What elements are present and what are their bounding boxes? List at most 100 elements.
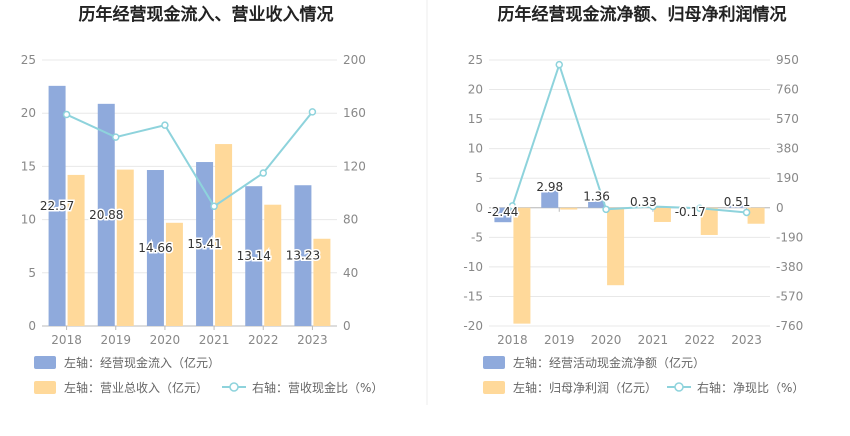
bar-primary-2019 [97, 103, 115, 327]
ratio-point-2019 [555, 60, 563, 69]
data-label: 0.51 [724, 195, 751, 209]
bar-secondary-2023 [313, 238, 331, 326]
ratio-line [511, 61, 747, 214]
x-axis-tick: 2018 [497, 333, 528, 347]
right-axis-tick: 160 [343, 106, 366, 120]
bar-primary-2019 [541, 190, 559, 208]
bar-primary-2023 [294, 185, 312, 326]
left-axis-tick: 15 [21, 159, 36, 173]
legend-swatch [483, 356, 505, 369]
left-axis-tick: 5 [475, 171, 483, 185]
ratio-point-2020 [602, 205, 610, 214]
left-axis-tick: 0 [28, 319, 36, 333]
legend-marker [674, 382, 684, 392]
chart-title: 历年经营现金流净额、归母净利润情况 [498, 4, 787, 25]
right-axis-tick: 200 [343, 53, 366, 67]
x-axis-tick: 2023 [731, 333, 762, 347]
bar-secondary-2018 [513, 207, 531, 324]
bar-primary-2021 [196, 162, 214, 326]
right-axis-tick: 760 [776, 83, 799, 97]
bar-secondary-2023 [747, 207, 765, 224]
legend-label: 左轴：营业总收入（亿元） [64, 380, 208, 395]
right-axis-tick: -190 [776, 230, 803, 244]
x-axis-tick: 2019 [544, 333, 575, 347]
bar-secondary-2020 [165, 222, 183, 326]
x-axis-tick: 2019 [100, 333, 131, 347]
ratio-point-2023 [742, 208, 751, 217]
data-label: 2.98 [536, 180, 563, 194]
right-axis-tick: 950 [776, 53, 799, 67]
ratio-point-2018 [62, 110, 71, 119]
legend-swatch [34, 356, 56, 369]
left-axis-tick: 10 [21, 213, 36, 227]
right-axis-tick: 0 [776, 201, 784, 215]
x-axis-tick: 2020 [591, 333, 622, 347]
data-label: 14.66 [138, 241, 172, 255]
left-axis-tick: 10 [468, 142, 483, 156]
legend-label: 右轴：净现比（%） [697, 380, 804, 395]
data-label: 15.41 [187, 237, 221, 251]
bar-secondary-2022 [264, 204, 282, 326]
legend-label: 左轴：经营现金流入（亿元） [64, 355, 220, 370]
x-axis-tick: 2021 [638, 333, 669, 347]
left-axis-tick: 5 [28, 266, 36, 280]
bar-secondary-2018 [67, 174, 85, 326]
ratio-point-2022 [696, 204, 704, 212]
chart-title: 历年经营现金流入、营业收入情况 [79, 4, 334, 25]
data-label: 22.57 [40, 199, 74, 213]
left-axis-tick: -20 [463, 319, 483, 333]
bar-primary-2020 [588, 199, 606, 208]
x-axis-tick: 2023 [297, 333, 328, 347]
right-axis-tick: -760 [776, 319, 803, 333]
legend-swatch [483, 381, 505, 394]
left-axis-tick: 25 [468, 53, 483, 67]
ratio-point-2020 [161, 121, 169, 129]
right-axis-tick: 190 [776, 171, 799, 185]
left-axis-tick: -10 [463, 260, 483, 274]
right-axis-tick: 80 [343, 213, 358, 227]
ratio-point-2022 [259, 169, 267, 177]
bar-secondary-2019 [560, 207, 578, 210]
bar-secondary-2021 [215, 144, 233, 326]
ratio-point-2021 [649, 202, 657, 211]
data-label: 13.14 [237, 249, 271, 263]
bar-primary-2022 [245, 186, 263, 326]
left-axis-tick: 15 [468, 112, 483, 126]
data-label: 13.23 [286, 249, 320, 263]
left-axis-tick: 20 [21, 106, 36, 120]
right-axis-tick: 0 [343, 319, 351, 333]
x-axis-tick: 2021 [199, 333, 230, 347]
x-axis-tick: 2022 [684, 333, 715, 347]
data-label: 1.36 [583, 190, 610, 204]
bar-secondary-2019 [116, 169, 134, 326]
bar-primary-2018 [48, 85, 66, 327]
x-axis-tick: 2018 [51, 333, 82, 347]
data-label: -2.44 [487, 205, 518, 219]
bar-primary-2018 [494, 207, 512, 223]
legend-swatch [34, 381, 56, 394]
right-axis-tick: 120 [343, 159, 366, 173]
legend-label: 左轴：归母净利润（亿元） [513, 380, 657, 395]
data-label: 20.88 [89, 208, 123, 222]
data-label: -0.17 [675, 205, 706, 219]
left-axis-tick: -15 [463, 289, 483, 303]
right-axis-tick: 40 [343, 266, 358, 280]
legend-marker [229, 382, 239, 392]
left-axis-tick: 0 [475, 201, 483, 215]
right-axis-tick: -570 [776, 289, 803, 303]
right-axis-tick: 570 [776, 112, 799, 126]
right-axis-tick: -380 [776, 260, 803, 274]
legend-label: 左轴：经营活动现金流净额（亿元） [513, 355, 705, 370]
bar-secondary-2020 [607, 207, 625, 286]
left-axis-tick: 25 [21, 53, 36, 67]
bar-secondary-2021 [653, 207, 671, 222]
legend-label: 右轴：营收现金比（%） [252, 380, 383, 395]
ratio-point-2019 [112, 133, 120, 141]
ratio-line [66, 111, 314, 208]
ratio-point-2023 [308, 108, 317, 116]
x-axis-tick: 2020 [150, 333, 181, 347]
ratio-point-2021 [210, 202, 218, 211]
left-axis-tick: -5 [471, 230, 483, 244]
